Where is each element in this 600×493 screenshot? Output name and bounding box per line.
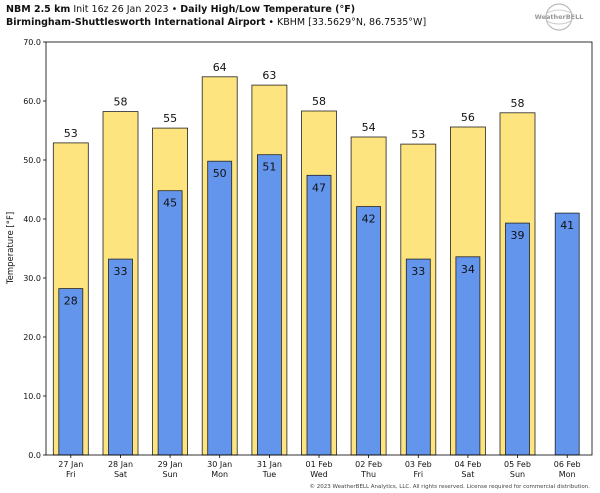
high-bar — [350, 136, 387, 456]
logo-text: WeatherBELL — [535, 13, 584, 21]
header-line-2: Birmingham-Shuttlesworth International A… — [6, 17, 426, 28]
low-value-label: 33 — [114, 265, 128, 278]
header-separator: • — [171, 4, 178, 15]
x-tick-label-date: 31 Jan — [257, 460, 282, 469]
plot-frame — [45, 41, 593, 456]
high-bar — [52, 142, 89, 456]
low-value-label: 39 — [511, 229, 525, 242]
y-tick-label: 10.0 — [23, 392, 41, 401]
high-value-label: 64 — [213, 61, 227, 74]
init-time: Init 16z 26 Jan 2023 — [73, 4, 169, 15]
x-tick-label-day: Fri — [66, 470, 76, 479]
high-bar — [152, 127, 189, 456]
high-value-label: 54 — [362, 121, 376, 134]
high-bar — [102, 111, 139, 456]
high-bar — [499, 112, 536, 456]
x-tick-label-day: Mon — [559, 470, 576, 479]
high-value-label: 56 — [461, 111, 475, 124]
low-bar — [356, 206, 382, 456]
x-tick-label-date: 06 Feb — [554, 460, 581, 469]
y-tick-label: 0.0 — [28, 451, 41, 460]
y-tick-label: 30.0 — [23, 274, 41, 283]
low-value-label: 47 — [312, 181, 326, 194]
bars-layer: 53 28 58 33 55 45 64 50 63 51 58 47 54 42 53 33 56 34 58 39… — [52, 61, 580, 456]
low-value-label: 41 — [560, 219, 574, 232]
x-tick-label-date: 05 Feb — [504, 460, 531, 469]
high-value-label: 55 — [163, 112, 177, 125]
x-tick-label-date: 02 Feb — [355, 460, 382, 469]
x-tick-label-day: Wed — [310, 470, 327, 479]
x-tick-label-day: Thu — [360, 470, 376, 479]
low-bar — [58, 288, 84, 456]
weatherbell-logo: WeatherBELL — [535, 3, 584, 31]
low-bar — [256, 154, 282, 456]
high-bar — [400, 143, 437, 456]
high-bar — [449, 126, 486, 456]
low-bar — [505, 222, 530, 456]
x-tick-label-day: Fri — [414, 470, 424, 479]
low-value-label: 42 — [362, 213, 376, 226]
low-bar — [157, 190, 183, 456]
low-bar — [455, 256, 481, 456]
x-tick-label-date: 03 Feb — [405, 460, 432, 469]
low-value-label: 28 — [64, 295, 78, 308]
high-value-label: 53 — [64, 127, 78, 140]
y-axis: 0.0 10.0 20.0 30.0 40.0 50.0 60.0 70.0 — [23, 38, 46, 460]
y-tick-label: 50.0 — [23, 156, 41, 165]
low-value-label: 45 — [163, 197, 177, 210]
high-bar — [251, 84, 288, 456]
x-tick-label-day: Sun — [162, 470, 177, 479]
x-tick-label-day: Tue — [262, 470, 277, 479]
high-value-label: 58 — [114, 96, 128, 109]
y-axis-label: Temperature [°F] — [6, 212, 16, 285]
y-tick-label: 60.0 — [23, 97, 41, 106]
high-bar — [201, 76, 238, 456]
low-value-label: 34 — [461, 263, 475, 276]
x-tick-label-day: Sat — [114, 470, 127, 479]
low-bar — [306, 174, 332, 456]
header-line-1: NBM 2.5 km Init 16z 26 Jan 2023 • Daily … — [6, 4, 355, 15]
high-value-label: 63 — [262, 69, 276, 82]
low-bar — [207, 160, 233, 456]
high-bar — [301, 110, 337, 456]
x-tick-label-date: 30 Jan — [207, 460, 232, 469]
y-tick-label: 40.0 — [23, 215, 41, 224]
high-value-label: 58 — [511, 97, 525, 110]
chart-title: Daily High/Low Temperature (°F) — [180, 4, 356, 15]
x-tick-label-day: Mon — [211, 470, 228, 479]
x-tick-label-day: Sat — [461, 470, 474, 479]
low-bar — [554, 212, 580, 456]
station-code: • KBHM [33.5629°N, 86.7535°W] — [268, 17, 427, 28]
model-name: NBM 2.5 km — [6, 4, 71, 15]
y-tick-label: 20.0 — [23, 333, 41, 342]
low-value-label: 33 — [411, 265, 425, 278]
high-value-label: 58 — [312, 95, 326, 108]
x-tick-label-day: Sun — [510, 470, 525, 479]
low-bar — [108, 258, 133, 456]
x-tick-label-date: 29 Jan — [158, 460, 183, 469]
y-tick-label: 70.0 — [23, 38, 41, 47]
x-tick-label-date: 27 Jan — [58, 460, 83, 469]
low-bar — [405, 258, 431, 456]
copyright-footer: © 2023 WeatherBELL Analytics, LLC. All r… — [309, 484, 590, 490]
x-tick-label-date: 04 Feb — [454, 460, 481, 469]
low-value-label: 51 — [262, 161, 276, 174]
x-tick-label-date: 28 Jan — [108, 460, 133, 469]
high-value-label: 53 — [411, 128, 425, 141]
low-value-label: 50 — [213, 167, 227, 180]
station-name: Birmingham-Shuttlesworth International A… — [6, 17, 266, 28]
x-tick-label-date: 01 Feb — [306, 460, 333, 469]
